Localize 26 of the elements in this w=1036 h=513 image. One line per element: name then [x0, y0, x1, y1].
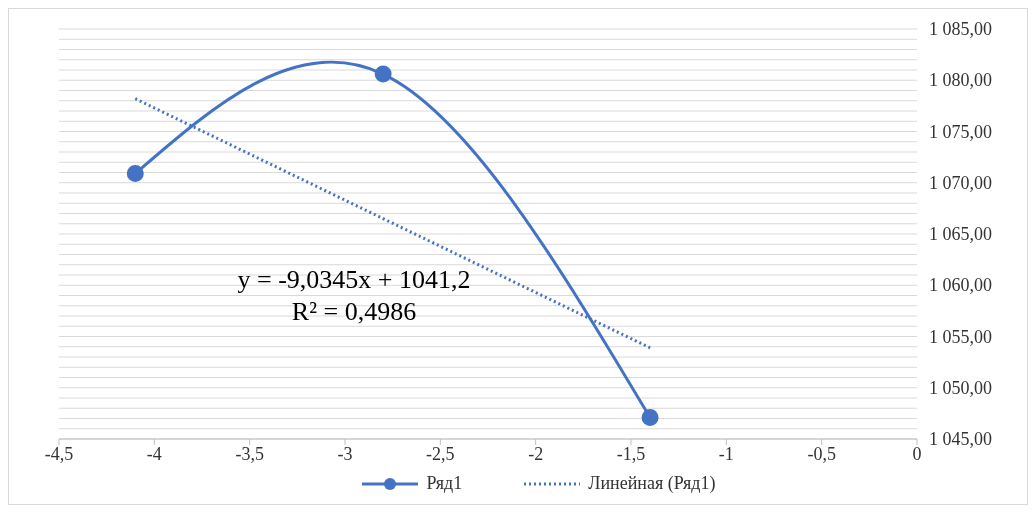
- x-tick-label: -3,5: [235, 443, 264, 464]
- point: [641, 408, 659, 426]
- x-tick-label: -0,5: [807, 443, 836, 464]
- y-tick-label: 1 050,00: [929, 377, 992, 398]
- point: [374, 65, 392, 83]
- y-tick-label: 1 075,00: [929, 121, 992, 142]
- x-tick-label: -2,5: [426, 443, 455, 464]
- y-tick-label: 1 055,00: [929, 326, 992, 347]
- x-tick-label: -3: [337, 443, 353, 464]
- x-tick-label: -4,5: [44, 443, 74, 464]
- y-tick-label: 1 070,00: [929, 172, 992, 193]
- x-tick-label: -1: [718, 443, 734, 464]
- y-tick-label: 1 085,00: [929, 19, 992, 39]
- x-tick-label: -4: [146, 443, 162, 464]
- y-tick-label: 1 080,00: [929, 70, 992, 91]
- y-tick-label: 1 060,00: [929, 275, 992, 296]
- legend-label: Ряд1: [426, 473, 463, 494]
- x-tick-label: -1,5: [616, 443, 646, 464]
- y-tick-label: 1 065,00: [929, 224, 992, 244]
- legend-label: Линейная (Ряд1): [588, 473, 716, 494]
- x-tick-label: 0: [912, 443, 922, 464]
- point: [126, 165, 144, 183]
- y-tick-label: 1 045,00: [929, 429, 992, 449]
- annotation: R² = 0,4986: [290, 296, 418, 328]
- x-tick-label: -2: [528, 443, 544, 464]
- annotation: y = -9,0345x + 1041,2: [236, 264, 472, 296]
